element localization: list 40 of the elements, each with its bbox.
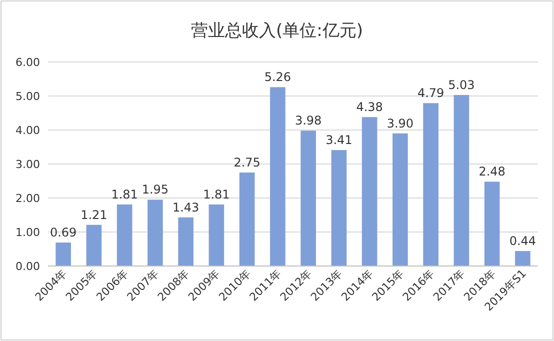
bar [362,117,378,266]
data-label: 0.44 [509,234,536,248]
y-tick-label: 0.00 [16,260,40,273]
data-label: 2.48 [478,164,506,179]
data-label: 1.43 [172,200,200,214]
data-label: 5.26 [264,70,292,84]
bar [270,87,286,266]
bar [208,204,224,266]
y-tick-label: 3.00 [16,158,40,171]
data-label: 5.03 [448,78,475,92]
y-tick-label: 4.00 [16,124,40,137]
y-tick-label: 6.00 [16,56,40,69]
data-label: 1.95 [142,182,169,197]
bar [392,133,408,266]
bar [239,172,255,266]
bar [300,130,316,266]
bar [116,204,132,266]
data-label: 2.75 [234,156,260,170]
bar [148,200,163,266]
data-label: 4.38 [356,100,383,114]
y-tick-label: 5.00 [16,90,40,103]
data-label: 1.21 [80,208,108,222]
y-tick-label: 2.00 [16,192,40,205]
data-label: 3.41 [326,133,352,148]
data-label: 3.90 [386,116,414,130]
data-label: 1.81 [111,187,138,202]
bar [86,224,102,266]
bar [515,251,530,266]
y-tick-label: 1.00 [16,226,40,239]
bar [423,103,438,266]
bar [56,242,71,266]
data-label: 1.81 [203,187,230,202]
data-label: 0.69 [50,226,77,240]
bar [484,182,500,266]
bar [454,94,470,266]
bar [178,217,194,266]
bar [331,150,347,266]
data-label: 3.98 [294,114,322,128]
data-label: 4.79 [417,86,444,100]
chart-title: 营业总收入(单位:亿元) [191,21,363,41]
